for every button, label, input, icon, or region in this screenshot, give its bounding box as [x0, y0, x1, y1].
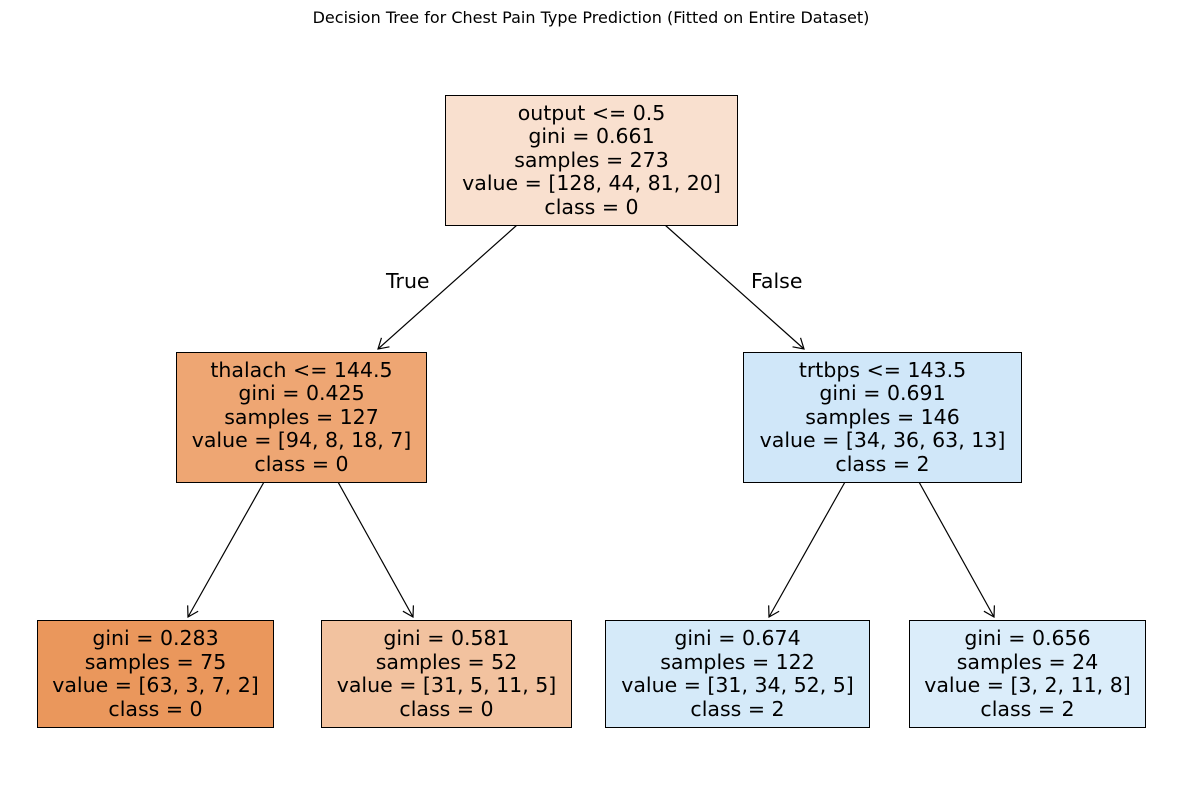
node-class: class = 2 [980, 696, 1075, 721]
node-class: class = 2 [835, 451, 930, 476]
node-gini: gini = 0.425 [238, 381, 365, 406]
node-value: value = [34, 36, 63, 13] [759, 428, 1006, 453]
node-value: value = [128, 44, 81, 20] [462, 171, 721, 196]
node-split-rule: output <= 0.5 [517, 100, 666, 125]
tree-leaf-rr: gini = 0.656 samples = 24 value = [3, 2,… [909, 620, 1146, 728]
node-class: class = 2 [690, 696, 785, 721]
edge-left-ll [187, 481, 265, 619]
node-gini: gini = 0.661 [528, 124, 655, 149]
node-class: class = 0 [399, 696, 494, 721]
node-gini: gini = 0.283 [92, 626, 219, 650]
node-samples: samples = 273 [514, 147, 669, 172]
node-samples: samples = 24 [956, 649, 1099, 674]
tree-node-root: output <= 0.5 gini = 0.661 samples = 273… [445, 95, 738, 226]
node-value: value = [94, 8, 18, 7] [191, 428, 412, 453]
node-samples: samples = 127 [224, 404, 379, 429]
tree-leaf-ll: gini = 0.283 samples = 75 value = [63, 3… [37, 620, 274, 728]
node-split-rule: trtbps <= 143.5 [798, 357, 967, 382]
node-value: value = [63, 3, 7, 2] [52, 673, 259, 697]
node-samples: samples = 122 [660, 649, 815, 674]
node-value: value = [31, 34, 52, 5] [621, 673, 854, 697]
tree-leaf-rl: gini = 0.674 samples = 122 value = [31, … [605, 620, 870, 728]
figure-title: Decision Tree for Chest Pain Type Predic… [312, 8, 870, 27]
node-value: value = [3, 2, 11, 8] [924, 673, 1131, 697]
edge-label-true: True [386, 269, 430, 293]
edge-root-left [377, 224, 518, 350]
tree-leaf-lr: gini = 0.581 samples = 52 value = [31, 5… [321, 620, 572, 728]
edge-label-false: False [751, 269, 803, 293]
edge-right-rr [918, 481, 995, 619]
node-class: class = 0 [254, 451, 349, 476]
node-gini: gini = 0.674 [674, 626, 801, 650]
node-gini: gini = 0.656 [964, 626, 1091, 650]
edge-root-right [664, 224, 805, 350]
node-value: value = [31, 5, 11, 5] [336, 673, 557, 697]
node-class: class = 0 [108, 696, 203, 721]
node-gini: gini = 0.581 [383, 626, 510, 650]
edge-left-lr [337, 481, 414, 619]
node-split-rule: thalach <= 144.5 [210, 357, 393, 382]
node-samples: samples = 52 [375, 649, 518, 674]
edge-right-rl [768, 481, 846, 619]
node-class: class = 0 [544, 194, 639, 219]
node-samples: samples = 75 [84, 649, 227, 674]
node-samples: samples = 146 [805, 404, 960, 429]
tree-node-right: trtbps <= 143.5 gini = 0.691 samples = 1… [743, 352, 1022, 483]
node-gini: gini = 0.691 [819, 381, 946, 406]
tree-node-left: thalach <= 144.5 gini = 0.425 samples = … [176, 352, 427, 483]
